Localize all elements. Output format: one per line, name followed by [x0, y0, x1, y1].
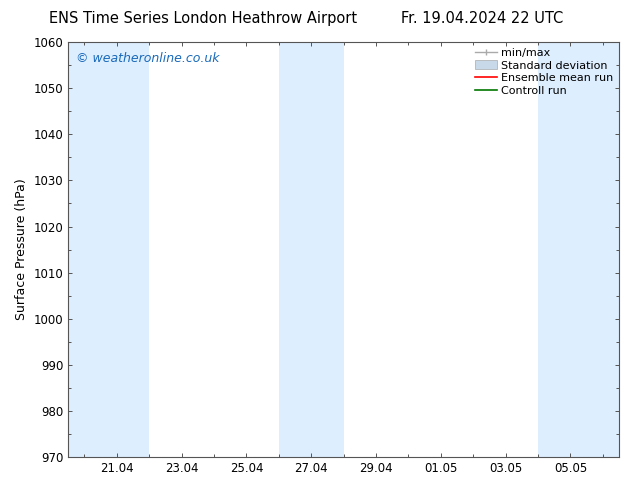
Bar — [538, 42, 619, 457]
Text: © weatheronline.co.uk: © weatheronline.co.uk — [77, 52, 220, 66]
Text: Fr. 19.04.2024 22 UTC: Fr. 19.04.2024 22 UTC — [401, 11, 563, 26]
Bar — [279, 42, 344, 457]
Bar — [68, 42, 149, 457]
Legend: min/max, Standard deviation, Ensemble mean run, Controll run: min/max, Standard deviation, Ensemble me… — [472, 46, 616, 98]
Y-axis label: Surface Pressure (hPa): Surface Pressure (hPa) — [15, 179, 28, 320]
Text: ENS Time Series London Heathrow Airport: ENS Time Series London Heathrow Airport — [49, 11, 357, 26]
